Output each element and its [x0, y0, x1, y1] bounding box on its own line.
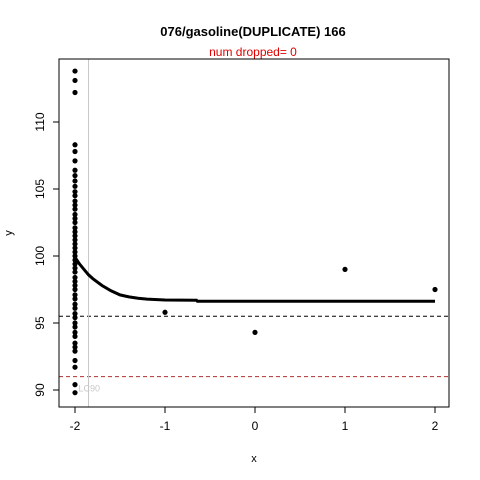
chart-subtitle: num dropped= 0	[209, 45, 297, 59]
fit-curve	[73, 256, 435, 303]
data-point	[432, 286, 438, 293]
data-point	[72, 382, 78, 388]
y-tick-label: 105	[33, 179, 47, 199]
data-point	[72, 390, 78, 396]
data-point	[72, 241, 78, 247]
data-point	[72, 253, 78, 259]
data-point	[72, 202, 78, 208]
data-point	[72, 301, 78, 307]
data-point	[72, 229, 78, 235]
data-point	[72, 357, 78, 364]
x-tick-label: -2	[70, 419, 81, 433]
data-point	[72, 333, 78, 339]
data-point	[72, 142, 78, 148]
data-point	[72, 311, 78, 317]
data-point	[72, 340, 78, 346]
data-point	[72, 269, 78, 275]
data-point	[72, 364, 78, 370]
x-tick-label: 2	[432, 419, 439, 433]
data-point	[342, 266, 348, 272]
data-point	[72, 286, 78, 293]
y-tick-label: 90	[33, 383, 47, 397]
data-point	[72, 233, 78, 239]
data-point	[72, 320, 78, 326]
data-point	[72, 305, 78, 311]
data-points	[72, 68, 438, 396]
data-point	[72, 278, 78, 285]
data-point	[72, 158, 78, 164]
data-point	[72, 178, 78, 184]
data-point	[72, 225, 78, 231]
x-axis-label: x	[251, 453, 257, 465]
data-point	[72, 89, 78, 96]
data-point	[72, 324, 78, 330]
data-point	[72, 206, 78, 212]
data-point	[72, 68, 78, 74]
chart-title: 076/gasoline(DUPLICATE) 166	[160, 24, 345, 39]
fit-curve-group	[73, 256, 435, 303]
plot-frame	[58, 58, 450, 408]
data-point	[252, 329, 258, 335]
data-point	[72, 257, 78, 263]
lc90-label: LC90	[79, 383, 101, 393]
data-point	[72, 274, 78, 281]
data-point	[72, 249, 78, 255]
x-axis: -2 -1 0 1 2	[70, 407, 439, 433]
data-point	[72, 215, 78, 222]
x-tick-label: 1	[342, 419, 349, 433]
data-point	[72, 77, 78, 84]
x-tick-label: 0	[252, 419, 259, 433]
data-point	[72, 261, 78, 267]
data-point	[72, 265, 78, 271]
data-point	[72, 198, 78, 204]
data-point	[72, 193, 78, 199]
y-tick-label: 100	[33, 246, 47, 266]
y-tick-label: 110	[33, 112, 47, 131]
data-point	[72, 315, 78, 321]
data-point	[72, 329, 78, 335]
data-point	[72, 237, 78, 243]
data-point	[72, 245, 78, 251]
data-point	[72, 296, 78, 302]
data-point	[72, 219, 78, 226]
data-point	[72, 173, 78, 179]
y-axis: 90 95 100 105 110	[33, 112, 59, 397]
data-point	[72, 148, 78, 155]
data-point	[72, 189, 78, 195]
data-point	[162, 309, 168, 315]
x-tick-label: -1	[160, 419, 171, 433]
data-point	[72, 183, 78, 189]
data-point	[72, 292, 78, 298]
data-point	[72, 211, 78, 218]
lc90-marker: LC90	[79, 59, 101, 407]
data-point	[72, 344, 78, 350]
data-point	[72, 348, 78, 354]
data-point	[72, 282, 78, 289]
y-axis-label: y	[3, 230, 15, 236]
y-tick-label: 95	[33, 316, 47, 330]
data-point	[72, 167, 78, 173]
reference-lines	[59, 315, 449, 378]
